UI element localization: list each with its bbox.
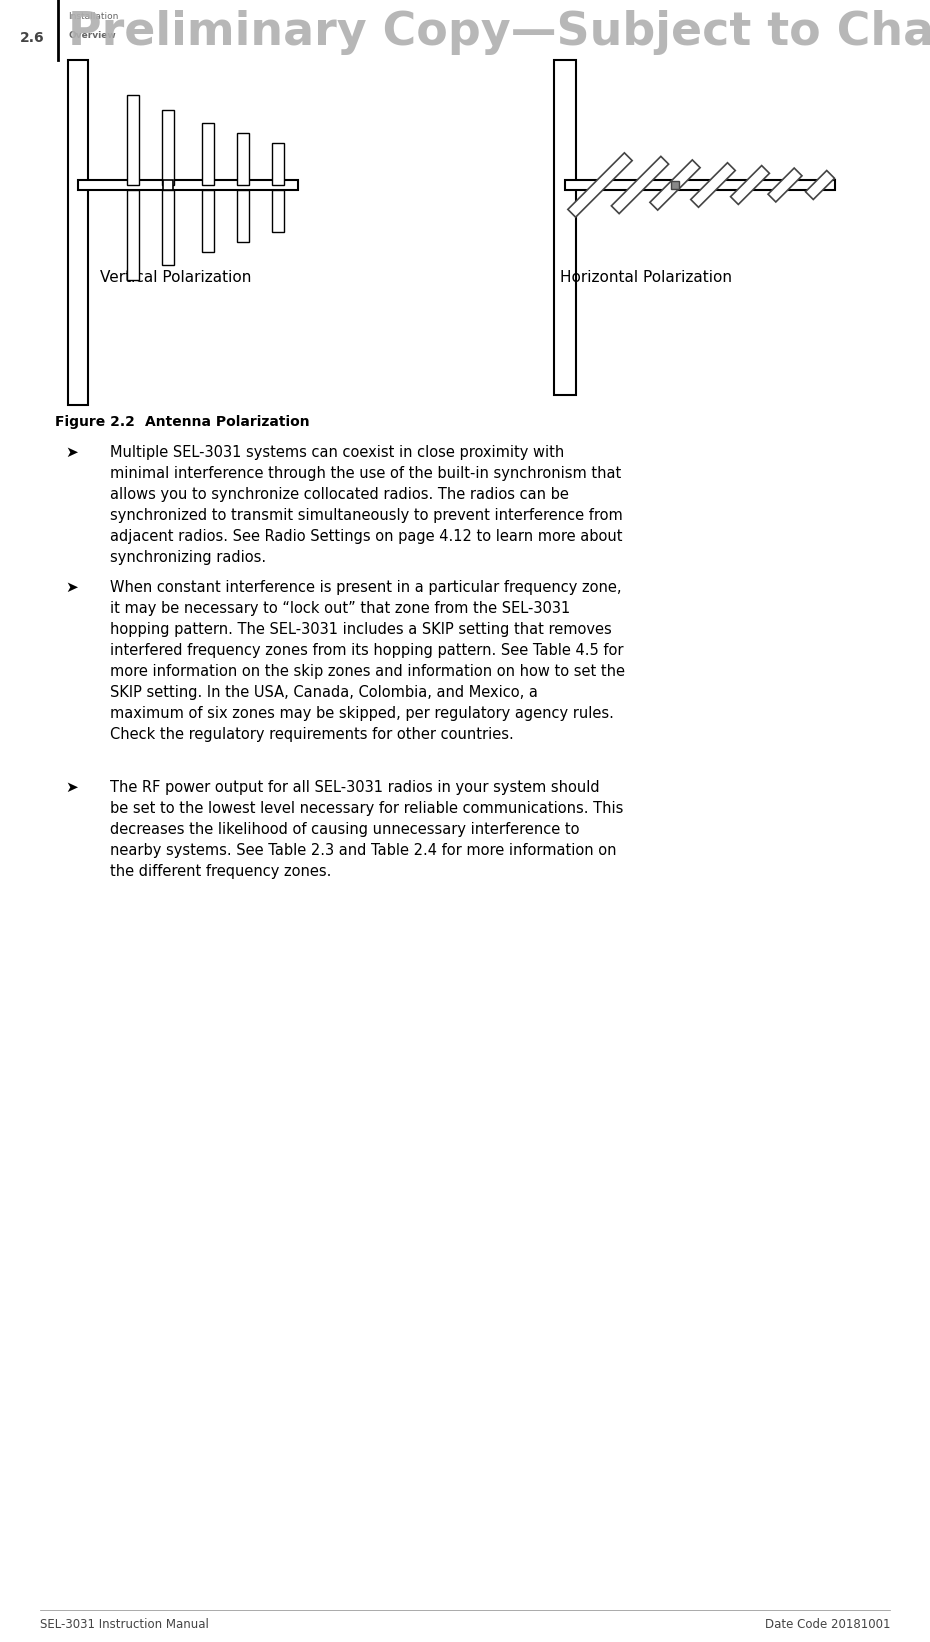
Text: Multiple SEL-3031 systems can coexist in close proximity with
minimal interferen: Multiple SEL-3031 systems can coexist in… bbox=[110, 445, 623, 565]
Bar bbox=[163, 181, 173, 190]
Text: Figure 2.2: Figure 2.2 bbox=[55, 415, 135, 429]
Polygon shape bbox=[611, 156, 669, 213]
Polygon shape bbox=[768, 167, 802, 202]
Text: Preliminary Copy—Subject to Change: Preliminary Copy—Subject to Change bbox=[68, 10, 930, 54]
Bar bbox=[272, 190, 284, 232]
Text: Overview: Overview bbox=[68, 31, 115, 39]
Bar bbox=[671, 181, 679, 189]
Text: SEL-3031 Instruction Manual: SEL-3031 Instruction Manual bbox=[40, 1617, 209, 1631]
Polygon shape bbox=[691, 163, 736, 207]
Bar bbox=[68, 61, 88, 406]
Bar bbox=[565, 181, 835, 190]
Text: The RF power output for all SEL-3031 radios in your system should
be set to the : The RF power output for all SEL-3031 rad… bbox=[110, 780, 623, 878]
Text: ➤: ➤ bbox=[66, 445, 78, 460]
Bar bbox=[202, 190, 214, 251]
Polygon shape bbox=[731, 166, 769, 205]
Text: When constant interference is present in a particular frequency zone,
it may be : When constant interference is present in… bbox=[110, 580, 625, 742]
Bar bbox=[162, 190, 174, 264]
Text: Date Code 20181001: Date Code 20181001 bbox=[764, 1617, 890, 1631]
Bar bbox=[202, 123, 214, 186]
Text: Horizontal Polarization: Horizontal Polarization bbox=[560, 269, 732, 286]
Text: ➤: ➤ bbox=[66, 780, 78, 795]
Text: 2.6: 2.6 bbox=[20, 31, 45, 44]
Bar bbox=[78, 181, 298, 190]
Text: Antenna Polarization: Antenna Polarization bbox=[145, 415, 310, 429]
Bar bbox=[127, 190, 139, 281]
Bar bbox=[162, 110, 174, 186]
Polygon shape bbox=[568, 153, 632, 217]
Bar bbox=[127, 95, 139, 186]
Bar bbox=[272, 143, 284, 186]
Text: Vertical Polarization: Vertical Polarization bbox=[100, 269, 251, 286]
Bar bbox=[237, 133, 249, 186]
Text: Installation: Installation bbox=[68, 11, 118, 20]
Polygon shape bbox=[650, 159, 700, 210]
Text: ➤: ➤ bbox=[66, 580, 78, 594]
Bar bbox=[554, 61, 576, 396]
Polygon shape bbox=[805, 171, 834, 199]
Bar bbox=[237, 190, 249, 241]
